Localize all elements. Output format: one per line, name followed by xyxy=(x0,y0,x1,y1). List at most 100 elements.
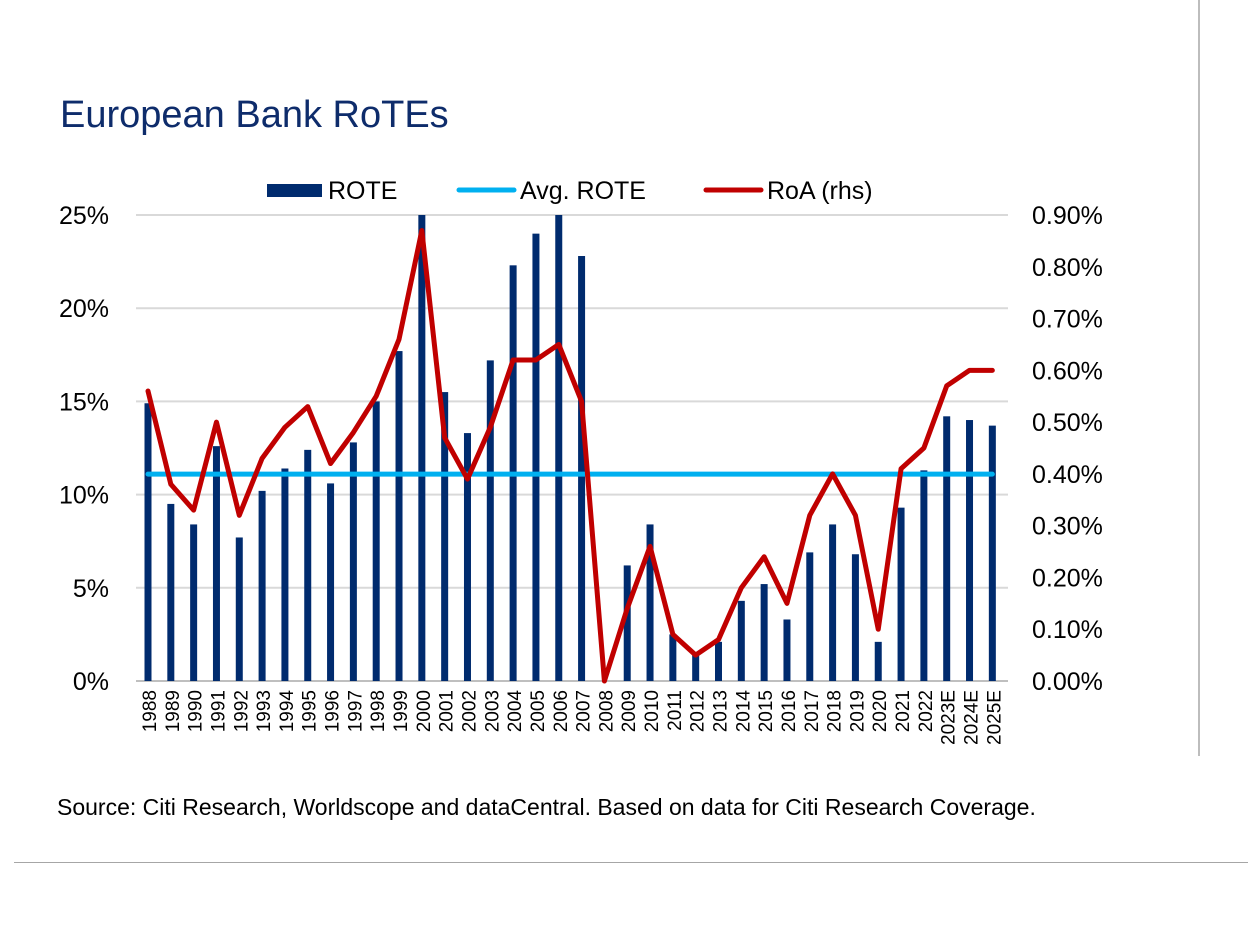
x-tick-label: 1988 xyxy=(140,690,161,732)
x-tick-label: 2013 xyxy=(711,690,732,732)
rote-bar xyxy=(897,507,905,681)
x-tick-label: 1997 xyxy=(345,690,366,732)
x-tick-label: 2018 xyxy=(825,690,846,732)
rote-bar xyxy=(212,446,220,681)
legend-swatch-rote xyxy=(267,184,322,197)
rote-bar xyxy=(920,470,928,681)
x-tick-label: 1995 xyxy=(300,690,321,732)
roa-series xyxy=(145,228,995,684)
rote-bar xyxy=(463,433,471,681)
y-right-tick-label: 0.90% xyxy=(1032,202,1103,230)
y-left-tick-label: 25% xyxy=(59,202,109,230)
chart-title: European Bank RoTEs xyxy=(60,94,449,136)
x-tick-label: 2005 xyxy=(528,690,549,732)
x-tick-label: 2006 xyxy=(551,690,572,732)
rote-bar xyxy=(715,641,722,681)
rote-bar xyxy=(669,634,677,681)
x-tick-label: 2020 xyxy=(870,690,891,732)
x-tick-label: 2002 xyxy=(459,690,480,732)
y-left-tick-label: 10% xyxy=(59,482,109,510)
x-tick-label: 1992 xyxy=(231,690,252,732)
source-note: Source: Citi Research, Worldscope and da… xyxy=(57,794,1036,820)
x-tick-label: 1994 xyxy=(277,690,298,733)
x-tick-label: 2017 xyxy=(802,690,823,732)
rote-bar xyxy=(327,483,335,681)
x-tick-label: 2021 xyxy=(893,690,914,732)
x-tick-label: 1990 xyxy=(186,690,207,732)
rote-bar xyxy=(532,233,540,681)
rote-bar xyxy=(943,416,951,681)
legend-label-avg-rote: Avg. ROTE xyxy=(520,177,646,205)
y-left-tick-label: 15% xyxy=(59,388,109,416)
bottom-divider xyxy=(14,862,1248,863)
y-right-tick-label: 0.70% xyxy=(1032,306,1103,334)
gridlines xyxy=(136,214,1008,682)
x-tick-label: 2022 xyxy=(916,690,937,732)
x-tick-label: 2007 xyxy=(574,690,595,732)
x-tick-label: 2025E xyxy=(984,690,1005,745)
x-tick-label: 2024E xyxy=(962,690,983,745)
rote-bar xyxy=(235,537,243,681)
x-tick-label: 1996 xyxy=(323,690,344,732)
legend-label-roa: RoA (rhs) xyxy=(767,177,873,205)
rote-bar xyxy=(281,468,289,681)
y-right-tick-label: 0.50% xyxy=(1032,409,1103,437)
rote-bar xyxy=(874,641,882,681)
x-tick-label: 2004 xyxy=(505,690,526,733)
x-tick-label: 2000 xyxy=(414,690,435,732)
right-axis: 0.00% 0.10% 0.20% 0.30% 0.40% 0.50% 0.60% 0.70%… xyxy=(1032,202,1103,696)
x-tick-label: 1999 xyxy=(391,690,412,732)
rote-bar xyxy=(486,360,494,681)
legend-label-rote: ROTE xyxy=(328,177,397,205)
roa-line xyxy=(145,228,995,684)
x-tick-label: 2003 xyxy=(482,690,503,732)
y-right-tick-label: 0.20% xyxy=(1032,564,1103,592)
rote-bar xyxy=(806,552,814,681)
rote-bar xyxy=(646,524,654,681)
rote-bar xyxy=(441,392,449,681)
rote-bar xyxy=(258,490,266,681)
rote-bar xyxy=(851,554,859,681)
rote-bar xyxy=(578,256,586,681)
x-tick-label: 2014 xyxy=(733,690,754,733)
x-tick-label: 1993 xyxy=(254,690,275,732)
rote-bar xyxy=(737,600,745,681)
x-tick-label: 2010 xyxy=(642,690,663,732)
rote-bar xyxy=(555,215,563,681)
x-tick-label: 1989 xyxy=(163,690,184,732)
y-right-tick-label: 0.00% xyxy=(1032,668,1103,696)
rote-bar xyxy=(144,403,152,681)
rote-bar xyxy=(966,420,974,681)
rote-bar xyxy=(304,449,312,681)
x-tick-label: 1998 xyxy=(368,690,389,732)
y-right-tick-label: 0.40% xyxy=(1032,461,1103,489)
x-tick-label: 2015 xyxy=(756,690,777,732)
rote-bar xyxy=(760,584,768,681)
x-tick-label: 2008 xyxy=(596,690,617,732)
y-right-tick-label: 0.60% xyxy=(1032,357,1103,385)
left-axis: 0% 5% 10% 15% 20% 25% xyxy=(59,202,109,696)
rote-bar xyxy=(372,401,380,681)
y-left-tick-label: 20% xyxy=(59,295,109,323)
x-tick-label: 2023E xyxy=(939,690,960,745)
y-left-tick-label: 0% xyxy=(73,668,109,696)
rote-bar xyxy=(418,215,426,681)
rote-bar xyxy=(190,524,198,681)
chart-area: 0% 5% 10% 15% 20% 25% 0.00% 0.10% 0.20% 0.30% 0.4… xyxy=(59,177,1103,745)
rote-bar xyxy=(783,619,791,681)
rote-bar xyxy=(829,524,837,681)
x-tick-label: 2011 xyxy=(665,690,686,731)
rote-bar xyxy=(167,503,175,681)
rote-bar xyxy=(692,653,700,681)
rote-bar xyxy=(988,425,996,681)
x-axis: 1988 1989 1990 1991 1992 1993 1994 1995 1996 1997… xyxy=(140,690,1005,745)
x-tick-label: 2019 xyxy=(847,690,868,732)
x-tick-label: 2012 xyxy=(688,690,709,732)
y-left-tick-label: 5% xyxy=(73,575,109,603)
rote-bar xyxy=(623,565,631,681)
x-tick-label: 2009 xyxy=(619,690,640,732)
rote-bar xyxy=(349,442,357,681)
legend: ROTE Avg. ROTE RoA (rhs) xyxy=(267,177,873,205)
rote-bar xyxy=(395,351,403,681)
y-right-tick-label: 0.80% xyxy=(1032,254,1103,282)
